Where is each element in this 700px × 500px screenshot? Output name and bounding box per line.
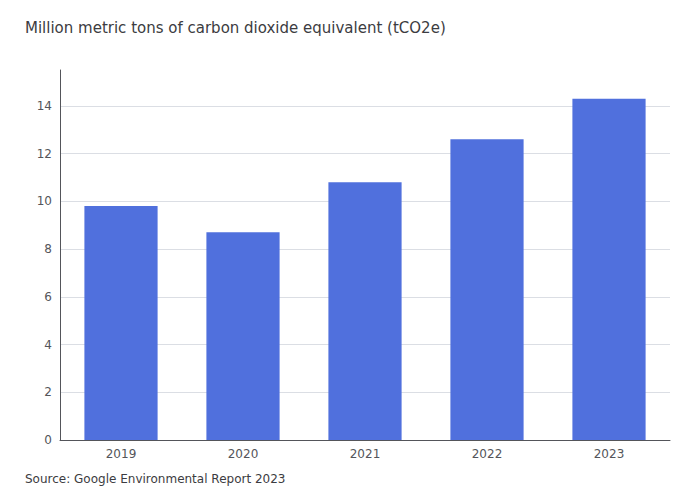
svg-text:8: 8 [44, 242, 52, 256]
svg-text:2019: 2019 [106, 447, 137, 461]
svg-text:0: 0 [44, 433, 52, 447]
svg-text:2020: 2020 [228, 447, 259, 461]
svg-text:2021: 2021 [350, 447, 381, 461]
svg-text:2023: 2023 [594, 447, 625, 461]
svg-text:Million metric tons of carbon: Million metric tons of carbon dioxide eq… [25, 19, 446, 37]
svg-text:2: 2 [44, 385, 52, 399]
svg-text:Source: Google Environmental R: Source: Google Environmental Report 2023 [25, 472, 285, 486]
svg-text:6: 6 [44, 290, 52, 304]
svg-text:10: 10 [37, 194, 52, 208]
svg-text:12: 12 [37, 147, 52, 161]
svg-text:2022: 2022 [472, 447, 503, 461]
svg-text:14: 14 [37, 99, 52, 113]
svg-text:4: 4 [44, 338, 52, 352]
